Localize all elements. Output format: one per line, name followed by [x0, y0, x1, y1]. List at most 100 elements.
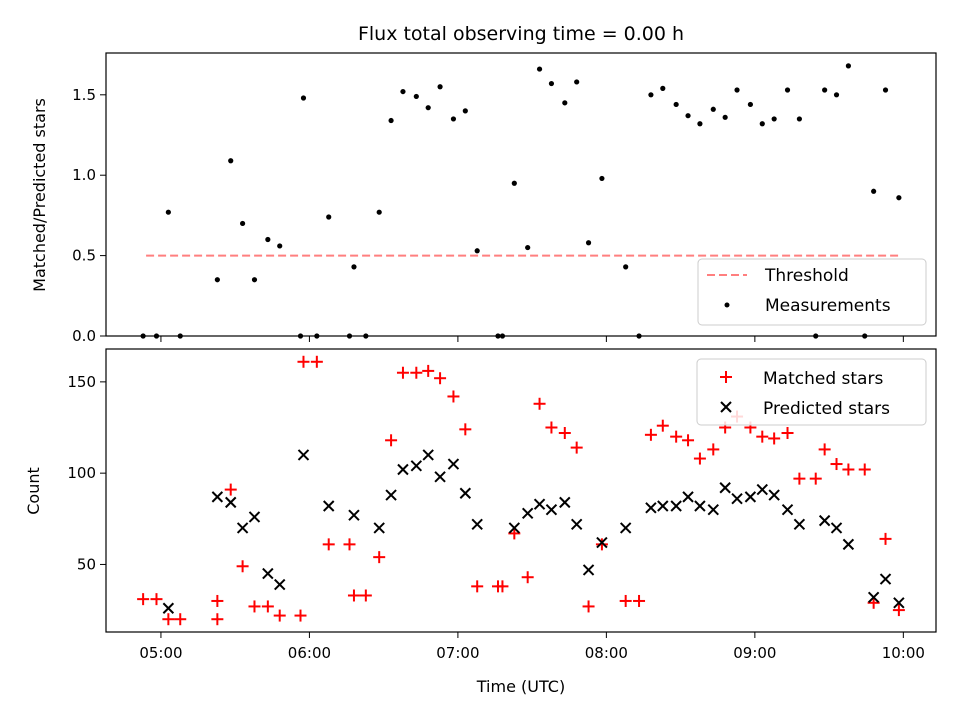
- measurement-point: [796, 116, 802, 122]
- predicted-star-marker: [274, 578, 286, 591]
- predicted-star-marker: [867, 591, 880, 604]
- matched-star-marker: [781, 426, 794, 439]
- bottom-y-tick-label: 100: [67, 464, 96, 482]
- predicted-star-marker: [397, 463, 409, 476]
- measurement-point: [562, 100, 568, 106]
- predicted-star-marker: [297, 449, 310, 461]
- predicted-star-marker: [731, 493, 743, 505]
- measurement-point: [536, 66, 543, 72]
- predicted-star-marker: [793, 518, 806, 530]
- matched-star-marker: [508, 527, 521, 540]
- legend-measurements-marker: [724, 302, 730, 308]
- predicted-star-marker: [744, 491, 757, 503]
- measurement-point: [425, 105, 431, 111]
- matched-star-marker: [211, 613, 224, 626]
- predicted-star-marker: [162, 602, 175, 614]
- matched-star-marker: [410, 366, 423, 379]
- predicted-star-marker: [459, 487, 472, 499]
- matched-star-marker: [261, 600, 274, 613]
- measurement-point: [822, 87, 828, 93]
- predicted-star-marker: [410, 460, 423, 472]
- predicted-star-marker: [619, 522, 632, 534]
- predicted-star-marker: [447, 458, 460, 470]
- measurement-point: [771, 116, 777, 122]
- matched-star-marker: [656, 419, 669, 432]
- top-y-tick-label: 0.5: [72, 247, 96, 265]
- predicted-star-marker: [818, 514, 831, 527]
- matched-star-marker: [670, 430, 683, 443]
- matched-star-marker: [521, 571, 534, 584]
- measurement-point: [450, 116, 457, 122]
- matched-star-marker: [447, 390, 460, 403]
- top-legend-box: [697, 258, 927, 326]
- top-chart-title: Flux total observing time = 0.00 h: [358, 23, 684, 45]
- bottom-legend: Matched stars Predicted stars: [696, 358, 927, 426]
- measurement-point: [437, 84, 443, 90]
- measurement-point: [599, 175, 605, 182]
- predicted-star-marker: [323, 500, 335, 512]
- measurement-point: [833, 92, 840, 98]
- measurement-point: [710, 106, 716, 112]
- measurement-point: [548, 80, 555, 87]
- measurement-point: [845, 63, 851, 69]
- legend-threshold-label: Threshold: [764, 266, 849, 286]
- measurement-point: [326, 214, 332, 220]
- matched-star-marker: [150, 593, 163, 606]
- matched-star-marker: [137, 593, 150, 606]
- measurement-point: [673, 101, 679, 108]
- matched-star-marker: [396, 366, 409, 379]
- predicted-star-marker: [262, 567, 274, 580]
- matched-star-marker: [582, 600, 595, 613]
- measurement-point: [474, 248, 480, 254]
- measurement-point: [214, 277, 220, 283]
- predicted-star-marker: [879, 573, 892, 585]
- top-y-tick-label: 0.0: [72, 327, 96, 345]
- measurement-point: [376, 209, 382, 215]
- matched-star-marker: [809, 472, 822, 485]
- measurement-point: [300, 95, 307, 101]
- measurement-point: [871, 188, 877, 194]
- matched-star-marker: [756, 430, 769, 443]
- measurement-point: [511, 180, 517, 186]
- legend-predicted-marker: [720, 401, 732, 413]
- measurement-point: [685, 113, 691, 119]
- legend-matched-marker: [720, 371, 732, 383]
- predicted-star-marker: [756, 483, 768, 496]
- x-tick-label: 09:00: [733, 644, 776, 662]
- matched-star-marker: [174, 613, 187, 626]
- measurement-point: [648, 92, 654, 98]
- measurement-point: [574, 79, 580, 85]
- bottom-plot-area: 50 100 150 05:00 06:00 07:00 08:00 09:00 10:00: [67, 355, 925, 662]
- matched-star-marker: [373, 551, 386, 564]
- matched-star-marker: [682, 434, 695, 447]
- predicted-star-marker: [508, 522, 521, 534]
- measurement-point: [251, 277, 258, 283]
- predicted-star-marker: [719, 482, 731, 494]
- predicted-star-marker: [471, 518, 483, 530]
- matched-star-marker: [768, 432, 781, 445]
- predicted-star-marker: [893, 597, 905, 609]
- measurement-point: [784, 87, 791, 93]
- measurement-point: [722, 114, 728, 120]
- bottom-plot-frame: [105, 348, 937, 633]
- matched-star-marker: [892, 604, 905, 617]
- measurement-point: [882, 87, 889, 93]
- matched-star-marker: [224, 483, 237, 496]
- bottom-y-axis-label: Count: [24, 467, 43, 515]
- measurement-point: [896, 195, 902, 201]
- matched-star-marker: [570, 441, 583, 454]
- x-axis-label: Time (UTC): [476, 677, 565, 696]
- matched-star-marker: [343, 538, 356, 551]
- matched-star-marker: [818, 443, 831, 456]
- matched-star-marker: [359, 589, 372, 602]
- predicted-star-marker: [596, 536, 608, 549]
- measurement-point: [747, 101, 754, 108]
- legend-measurements-label: Measurements: [765, 296, 891, 316]
- predicted-star-marker: [559, 496, 571, 509]
- predicted-star-marker: [211, 491, 224, 503]
- predicted-star-marker: [670, 500, 682, 512]
- predicted-star-marker: [707, 503, 719, 516]
- x-tick-label: 10:00: [882, 644, 925, 662]
- measurement-point: [660, 85, 666, 91]
